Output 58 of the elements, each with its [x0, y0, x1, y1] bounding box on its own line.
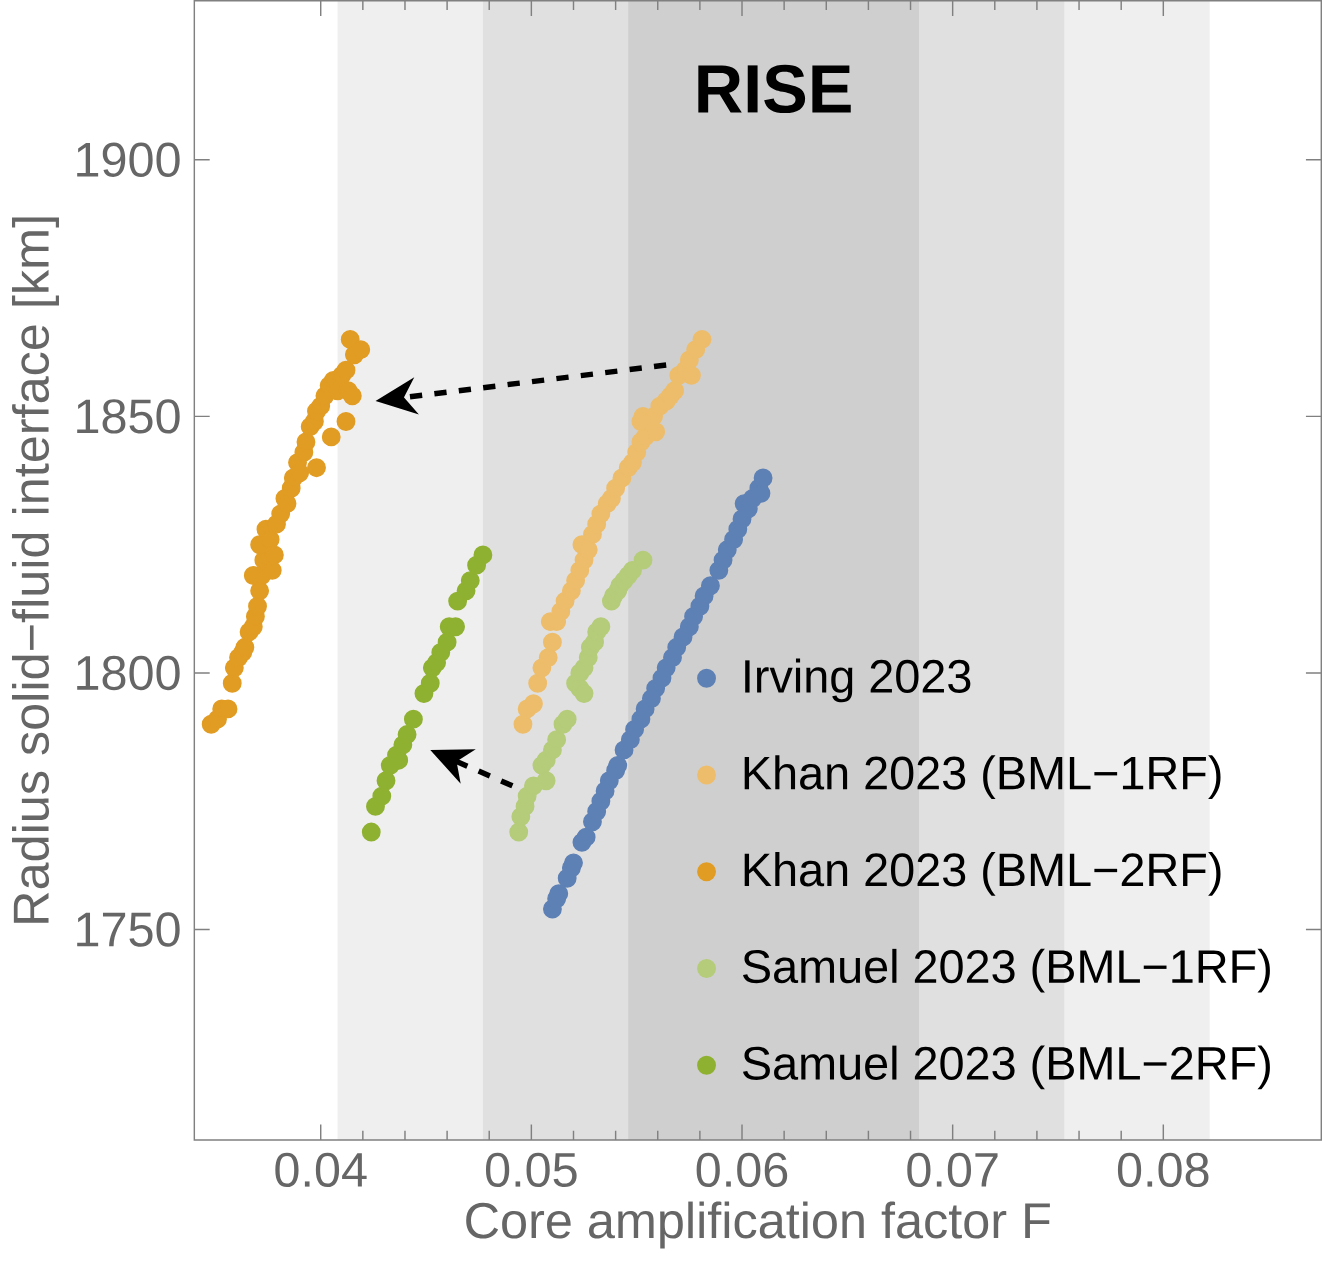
point: [509, 822, 529, 842]
point: [307, 458, 326, 478]
point: [538, 648, 558, 668]
point: [235, 638, 255, 657]
point: [420, 674, 440, 693]
y-tick-label: 1900: [77, 142, 180, 178]
x-tick-label: 0.06: [696, 1152, 788, 1188]
point: [336, 360, 356, 380]
y-axis-title: Radius solid−fluid interface [km]: [11, 217, 59, 923]
legend-label: Khan 2023 (BML−2RF): [744, 852, 1221, 896]
point: [665, 381, 685, 401]
point: [536, 771, 556, 791]
x-tick-label: 0.08: [1117, 1152, 1209, 1188]
point: [591, 617, 611, 637]
point: [361, 822, 381, 842]
point: [753, 468, 773, 488]
point: [222, 674, 242, 693]
point: [277, 494, 297, 514]
point: [633, 550, 653, 570]
point: [576, 827, 596, 847]
point: [342, 386, 362, 406]
point: [631, 412, 651, 432]
x-axis-title: Core amplification factor F: [466, 1201, 1050, 1249]
point: [513, 715, 533, 734]
point: [692, 330, 712, 350]
y-tick-label: 1800: [77, 655, 180, 691]
band-label: RISE: [698, 64, 851, 114]
point: [549, 884, 569, 904]
legend-label: Khan 2023 (BML−1RF): [744, 755, 1221, 800]
point: [321, 427, 341, 447]
point: [700, 576, 720, 596]
point: [376, 771, 396, 791]
point: [473, 545, 493, 565]
y-tick-label: 1750: [77, 912, 180, 947]
point: [524, 694, 543, 714]
x-tick-label: 0.07: [907, 1152, 998, 1188]
point: [437, 632, 457, 652]
point: [574, 684, 594, 704]
point: [336, 412, 356, 432]
point: [557, 709, 577, 729]
point: [460, 571, 480, 591]
legend-label: Irving 2023: [745, 658, 971, 703]
point: [543, 632, 562, 652]
point: [296, 432, 316, 452]
x-tick-label: 0.04: [275, 1152, 367, 1188]
point: [528, 674, 548, 693]
point: [264, 545, 284, 565]
point: [564, 853, 583, 873]
x-tick-label: 0.05: [485, 1152, 577, 1188]
point: [646, 422, 666, 442]
point: [403, 709, 423, 729]
point: [372, 786, 392, 806]
point: [608, 756, 628, 775]
legend-label: Samuel 2023 (BML−1RF): [743, 949, 1270, 993]
point: [547, 730, 567, 750]
y-tick-label: 1850: [77, 399, 180, 434]
legend-label: Samuel 2023 (BML−2RF): [743, 1045, 1270, 1090]
point: [397, 725, 417, 745]
